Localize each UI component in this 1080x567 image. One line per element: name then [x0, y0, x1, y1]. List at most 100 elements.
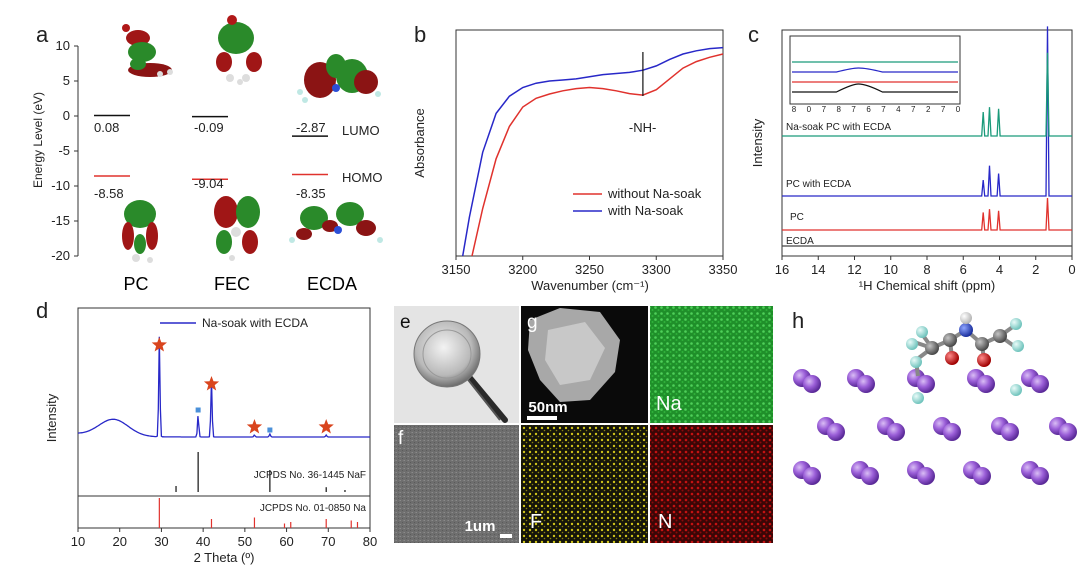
panel-b-x-axis-label: Wavenumber (cm⁻¹) [531, 278, 649, 293]
d-x-tick-label: 70 [321, 534, 335, 549]
scale-bar-f-label: 1um [465, 518, 496, 535]
d-x-tick-label: 50 [238, 534, 252, 549]
carbon-atom [975, 337, 989, 351]
homo-value-pc: -8.58 [94, 186, 124, 201]
panel-c-x-ticks: 16 14 12 10 8 6 4 2 0 [775, 256, 1076, 277]
ftir-series-line [471, 53, 724, 257]
nmr-spectrum-line [782, 52, 1072, 137]
panel-d-plot-frame [77, 307, 371, 529]
panel-a: a 10 5 0 -5 -10 -15 -20 Energy Level (eV) [31, 15, 383, 294]
panel-d-x-ticks: 10 20 30 40 50 60 70 80 [71, 528, 377, 549]
sodium-atom [1031, 375, 1049, 393]
fluorine-atom [1012, 340, 1024, 352]
a-y-tick-label: -15 [51, 213, 70, 228]
panel-c-x-axis-label: ¹H Chemical shift (ppm) [859, 278, 996, 293]
c-x-tick-label: 12 [847, 262, 861, 277]
scale-bar-g-label: 50nm [528, 399, 567, 416]
tweezers-tip [461, 371, 501, 421]
panel-c-y-axis-label: Intensity [750, 118, 765, 167]
panel-c-spectra [782, 26, 1072, 247]
c-x-tick-label: 16 [775, 262, 789, 277]
c-x-tick-label: 2 [1032, 262, 1039, 277]
xrd-pattern-line [77, 336, 370, 438]
tweezers [467, 375, 508, 423]
pc-homo-orbital [122, 200, 158, 263]
sem-image [394, 425, 519, 543]
c-x-tick-label: 4 [996, 262, 1003, 277]
carbon-atom [925, 341, 939, 355]
pc-lumo-orbital [122, 24, 173, 77]
inset-x-tick-label: 6 [866, 105, 871, 114]
naf-peak-star [246, 419, 263, 434]
lumo-value-pc: 0.08 [94, 120, 119, 135]
panel-h: h [792, 308, 1077, 485]
sodium-atom [803, 375, 821, 393]
legend-label-na-soak: Na-soak with ECDA [202, 316, 308, 330]
fluorine-atom [910, 356, 922, 368]
inset-x-tick-label: 2 [926, 105, 931, 114]
panel-b-series [461, 46, 724, 257]
c-x-tick-label: 8 [923, 262, 930, 277]
panel-b-plot-frame [455, 29, 724, 257]
b-x-tick-label: 3200 [508, 262, 537, 277]
eds-label-na: Na [656, 393, 682, 415]
lumo-label: LUMO [342, 123, 380, 138]
sodium-atom [861, 467, 879, 485]
inset-x-tick-label: 7 [941, 105, 946, 114]
lumo-value-fec: -0.09 [194, 120, 224, 135]
panel-b-legend: without Na-soak with Na-soak [573, 186, 702, 218]
b-x-tick-label: 3250 [575, 262, 604, 277]
ftir-series-line [461, 46, 724, 257]
c-x-tick-label: 10 [884, 262, 898, 277]
c-x-tick-label: 14 [811, 262, 825, 277]
a-y-tick-label: -5 [58, 143, 70, 158]
panel-a-label: a [36, 22, 49, 47]
hydrogen-atom [960, 312, 972, 324]
eds-map-f [521, 425, 648, 543]
panel-e-label: e [400, 312, 411, 333]
fluorine-atom [912, 392, 924, 404]
panel-a-y-ticks: 10 5 0 -5 -10 -15 -20 [51, 38, 78, 263]
eds-map-n [650, 425, 773, 543]
carbon-atom [993, 329, 1007, 343]
b-x-tick-label: 3150 [442, 262, 471, 277]
legend-label-without: without Na-soak [607, 186, 702, 201]
inset-x-tick-label: 4 [896, 105, 901, 114]
panel-b-label: b [414, 22, 426, 47]
b-x-tick-label: 3300 [642, 262, 671, 277]
ecda-lumo-orbital [297, 54, 381, 103]
naf-peak-star [318, 419, 334, 434]
nh-annotation: -NH- [629, 120, 656, 135]
panel-g-label: g [527, 312, 538, 333]
b-x-tick-label: 3350 [709, 262, 738, 277]
naf-peak-star [151, 337, 167, 352]
a-y-tick-label: 10 [56, 38, 70, 53]
panel-d-x-axis-label: 2 Theta (º) [194, 550, 255, 565]
panel-b-y-axis-label: Absorbance [412, 108, 427, 177]
sodium-atom [917, 467, 935, 485]
spectrum-label-ecda: ECDA [786, 236, 814, 247]
inset-x-tick-label: 7 [822, 105, 827, 114]
reference-label-naf: JCPDS No. 36-1445 NaF [254, 470, 366, 481]
homo-label: HOMO [342, 170, 382, 185]
nmr-spectrum-line [782, 197, 1072, 231]
fluorine-atom [1010, 318, 1022, 330]
coin-cell-ring [422, 329, 472, 379]
sodium-atom [917, 375, 935, 393]
c-x-tick-label: 6 [960, 262, 967, 277]
inset-x-tick-label: 0 [807, 105, 812, 114]
inset-x-tick-label: 7 [911, 105, 916, 114]
inset-x-tick-label: 8 [837, 105, 842, 114]
panel-c-label: c [748, 22, 759, 47]
scale-bar-g [527, 416, 557, 420]
spectrum-label-pc-ecda: PC with ECDA [786, 179, 851, 190]
sodium-atom [887, 423, 905, 441]
panel-d-reference-sticks [158, 452, 359, 528]
panel-h-label: h [792, 308, 804, 333]
eds-label-n: N [658, 511, 672, 533]
homo-value-ecda: -8.35 [296, 186, 326, 201]
panel-e: e [394, 306, 519, 423]
fluorine-atom [1010, 384, 1022, 396]
